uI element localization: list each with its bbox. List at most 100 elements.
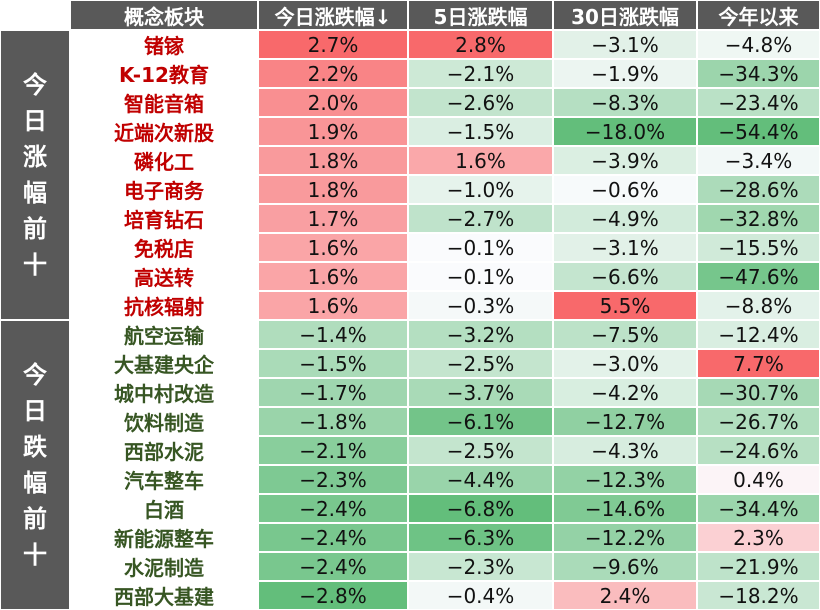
header-30d-change: 30日涨跌幅 [553, 0, 697, 30]
header-5d-change: 5日涨跌幅 [408, 0, 553, 30]
group-label-char: 今 [23, 361, 47, 389]
cell-30d-change: 5.5% [553, 291, 697, 320]
cell-today-change: −2.1% [258, 436, 408, 465]
cell-30d-change: −1.9% [553, 59, 697, 88]
cell-today-change: −2.3% [258, 465, 408, 494]
cell-30d-change: −12.3% [553, 465, 697, 494]
header-sector: 概念板块 [70, 0, 258, 30]
group-label-char: 前 [23, 215, 47, 243]
cell-today-change: 1.6% [258, 262, 408, 291]
cell-today-change: −2.4% [258, 552, 408, 581]
group-label-char: 十 [23, 541, 47, 569]
cell-today-change: 2.2% [258, 59, 408, 88]
group-label-char: 涨 [23, 143, 47, 171]
sector-name: 近端次新股 [70, 117, 258, 146]
sector-name: 磷化工 [70, 146, 258, 175]
cell-5d-change: −6.8% [408, 494, 553, 523]
cell-30d-change: −8.3% [553, 88, 697, 117]
cell-30d-change: −3.0% [553, 349, 697, 378]
cell-today-change: 1.8% [258, 146, 408, 175]
cell-30d-change: −12.7% [553, 407, 697, 436]
cell-today-change: 1.6% [258, 291, 408, 320]
cell-5d-change: −0.1% [408, 233, 553, 262]
cell-ytd: 0.4% [697, 465, 820, 494]
cell-ytd: −18.2% [697, 581, 820, 610]
sector-name: 航空运输 [70, 320, 258, 349]
cell-ytd: 7.7% [697, 349, 820, 378]
cell-5d-change: −6.3% [408, 523, 553, 552]
cell-ytd: −34.3% [697, 59, 820, 88]
losers-group-label: 今日跌幅前十 [0, 320, 70, 610]
cell-30d-change: −4.2% [553, 378, 697, 407]
cell-5d-change: −2.5% [408, 349, 553, 378]
sector-name: 大基建央企 [70, 349, 258, 378]
cell-ytd: −15.5% [697, 233, 820, 262]
cell-today-change: −2.4% [258, 523, 408, 552]
group-label-char: 幅 [23, 179, 47, 207]
cell-ytd: −3.4% [697, 146, 820, 175]
header-corner [0, 0, 70, 30]
cell-today-change: −1.7% [258, 378, 408, 407]
cell-ytd: −32.8% [697, 204, 820, 233]
sector-name: 水泥制造 [70, 552, 258, 581]
cell-ytd: −21.9% [697, 552, 820, 581]
cell-5d-change: 1.6% [408, 146, 553, 175]
cell-5d-change: −1.5% [408, 117, 553, 146]
gainers-group-label: 今日涨幅前十 [0, 30, 70, 320]
cell-5d-change: −0.4% [408, 581, 553, 610]
sector-name: 电子商务 [70, 175, 258, 204]
sector-name: 抗核辐射 [70, 291, 258, 320]
group-label-char: 日 [23, 107, 47, 135]
cell-5d-change: −2.3% [408, 552, 553, 581]
cell-30d-change: −3.9% [553, 146, 697, 175]
cell-ytd: −26.7% [697, 407, 820, 436]
sector-name: 汽车整车 [70, 465, 258, 494]
cell-today-change: 1.9% [258, 117, 408, 146]
header-today-change: 今日涨跌幅↓ [258, 0, 408, 30]
cell-30d-change: −18.0% [553, 117, 697, 146]
cell-ytd: −12.4% [697, 320, 820, 349]
cell-5d-change: −2.1% [408, 59, 553, 88]
cell-ytd: −47.6% [697, 262, 820, 291]
sector-name: 高送转 [70, 262, 258, 291]
cell-30d-change: −9.6% [553, 552, 697, 581]
cell-ytd: −28.6% [697, 175, 820, 204]
cell-30d-change: −12.2% [553, 523, 697, 552]
cell-30d-change: −3.1% [553, 233, 697, 262]
group-label-char: 日 [23, 397, 47, 425]
cell-30d-change: −4.3% [553, 436, 697, 465]
group-label-char: 幅 [23, 469, 47, 497]
cell-5d-change: −6.1% [408, 407, 553, 436]
cell-today-change: 2.0% [258, 88, 408, 117]
cell-30d-change: −6.6% [553, 262, 697, 291]
cell-ytd: −8.8% [697, 291, 820, 320]
cell-30d-change: −7.5% [553, 320, 697, 349]
group-label-char: 跌 [23, 433, 47, 461]
cell-30d-change: −3.1% [553, 30, 697, 59]
group-label-char: 前 [23, 505, 47, 533]
cell-30d-change: −4.9% [553, 204, 697, 233]
cell-5d-change: −2.7% [408, 204, 553, 233]
cell-30d-change: −14.6% [553, 494, 697, 523]
cell-ytd: −34.4% [697, 494, 820, 523]
sector-name: 饮料制造 [70, 407, 258, 436]
cell-30d-change: −0.6% [553, 175, 697, 204]
cell-today-change: −1.8% [258, 407, 408, 436]
cell-5d-change: −2.6% [408, 88, 553, 117]
cell-ytd: −54.4% [697, 117, 820, 146]
sector-name: 城中村改造 [70, 378, 258, 407]
sector-name: 西部水泥 [70, 436, 258, 465]
sector-name: K-12教育 [70, 59, 258, 88]
cell-ytd: −24.6% [697, 436, 820, 465]
sector-name: 免税店 [70, 233, 258, 262]
cell-5d-change: −4.4% [408, 465, 553, 494]
cell-5d-change: −0.3% [408, 291, 553, 320]
cell-ytd: 2.3% [697, 523, 820, 552]
sector-name: 锗镓 [70, 30, 258, 59]
cell-5d-change: −0.1% [408, 262, 553, 291]
cell-5d-change: −2.5% [408, 436, 553, 465]
sector-name: 新能源整车 [70, 523, 258, 552]
sector-name: 培育钻石 [70, 204, 258, 233]
cell-30d-change: 2.4% [553, 581, 697, 610]
